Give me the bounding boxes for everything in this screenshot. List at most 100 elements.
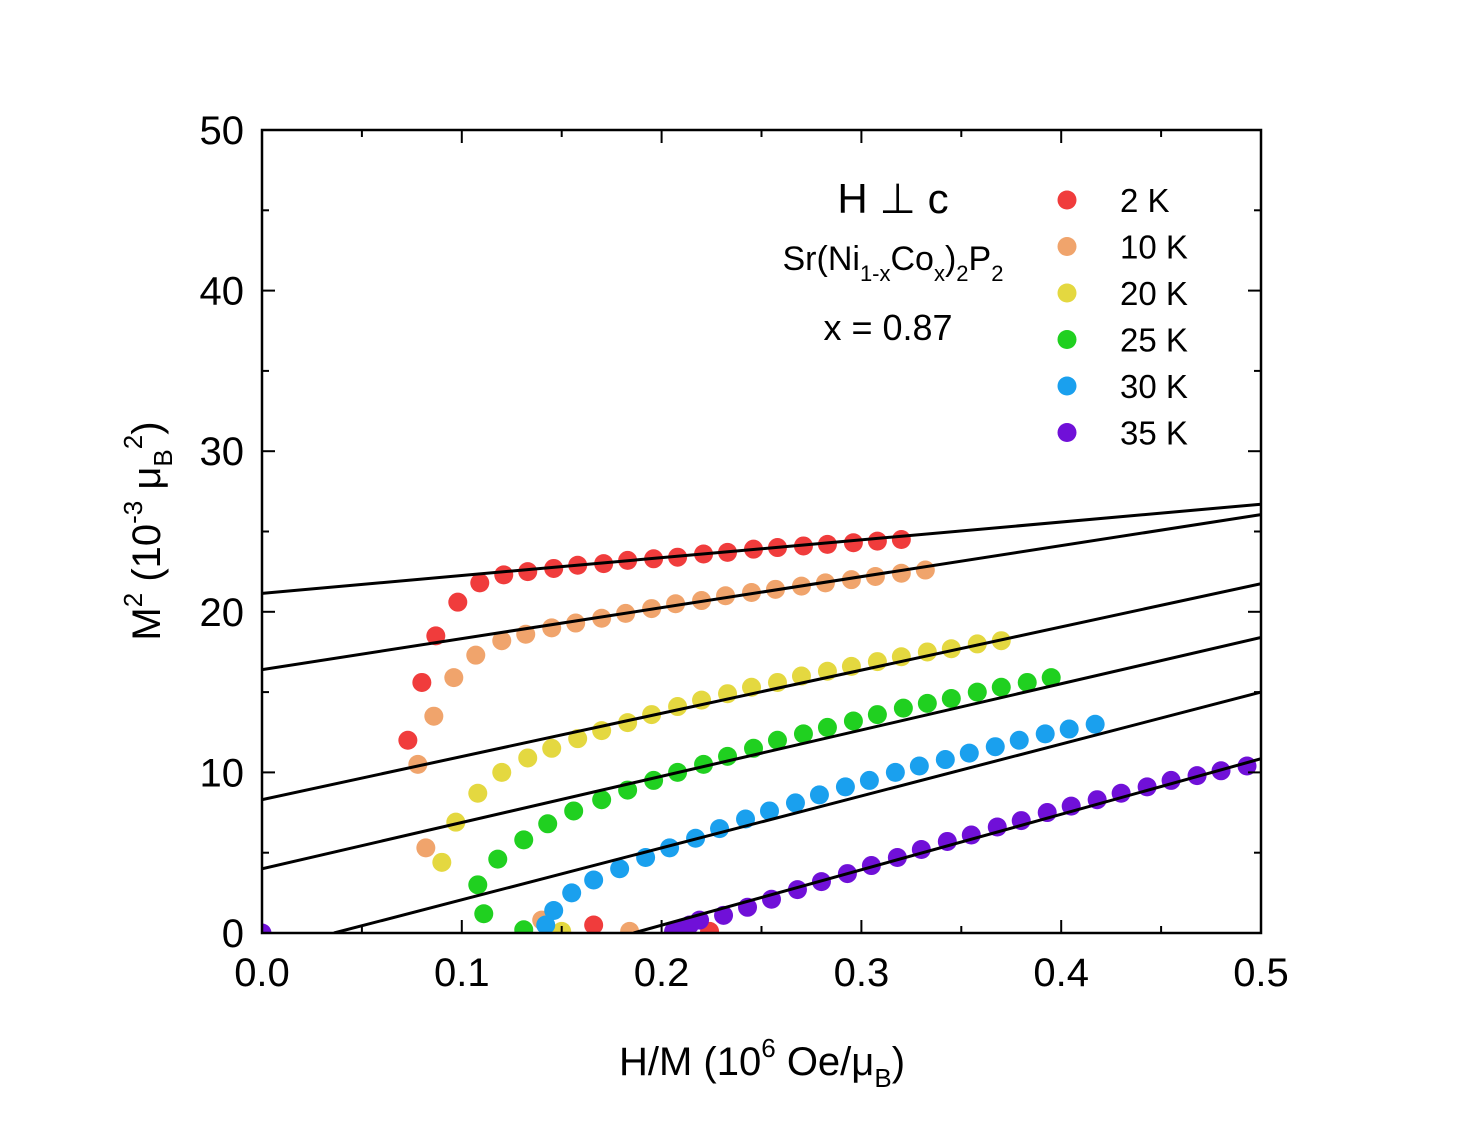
legend: 2 K 10 K 20 K 25 K 30 K 35 K <box>1057 182 1188 452</box>
fit-line-30k <box>333 690 1261 933</box>
data-point <box>470 573 490 593</box>
data-point <box>915 560 935 580</box>
data-point <box>620 921 640 933</box>
data-point <box>566 613 586 633</box>
fit-line-25k <box>262 636 1261 871</box>
data-point <box>432 852 452 872</box>
data-point <box>536 915 556 933</box>
data-point <box>444 668 464 688</box>
data-point <box>610 859 630 879</box>
data-point <box>941 689 961 709</box>
legend-label: 35 K <box>1120 415 1188 452</box>
data-point <box>398 730 418 750</box>
data-point <box>1017 672 1037 692</box>
x-tick-label: 0.4 <box>1033 951 1089 995</box>
legend-marker <box>1057 237 1077 256</box>
data-point <box>488 849 508 869</box>
data-point <box>544 901 564 921</box>
x-tick-label: 0.2 <box>634 951 690 995</box>
data-point <box>542 738 562 758</box>
composition-label: x = 0.87 <box>823 307 952 348</box>
data-point <box>991 677 1011 697</box>
data-point <box>885 762 905 782</box>
data-point <box>891 563 911 583</box>
data-point <box>668 697 688 717</box>
legend-label: 2 K <box>1120 182 1170 219</box>
data-point <box>618 713 638 733</box>
data-point <box>867 705 887 725</box>
legend-marker <box>1057 423 1077 442</box>
data-point <box>538 814 558 834</box>
data-point <box>935 750 955 770</box>
data-point <box>466 645 486 665</box>
data-point <box>817 717 837 737</box>
data-point <box>843 711 863 731</box>
data-point <box>448 592 468 612</box>
fit-line-35k <box>633 757 1261 933</box>
legend-marker <box>1057 283 1077 303</box>
data-point <box>843 533 863 553</box>
data-point <box>564 801 584 821</box>
data-point <box>262 923 272 933</box>
data-point <box>941 639 961 659</box>
series-30k <box>536 714 1105 933</box>
x-tick-label: 0.1 <box>434 951 490 995</box>
fit-line-10k <box>262 513 1261 672</box>
data-point <box>835 777 855 797</box>
field-direction-label: H ⊥ c <box>837 175 948 222</box>
data-point <box>1009 730 1029 750</box>
fit-lines <box>262 502 1261 933</box>
y-tick-label: 50 <box>200 109 245 153</box>
series-10k <box>408 560 935 933</box>
data-point <box>542 618 562 638</box>
fit-line-2k <box>262 502 1261 595</box>
data-point <box>584 915 604 933</box>
data-point <box>518 562 538 582</box>
data-point <box>1035 724 1055 744</box>
data-point <box>492 631 512 651</box>
data-point <box>909 756 929 776</box>
y-tick-label: 40 <box>200 270 245 314</box>
data-point <box>592 790 612 810</box>
data-point <box>416 838 436 858</box>
data-point <box>785 793 805 813</box>
fit-line-20k <box>262 582 1261 802</box>
legend-marker <box>1057 190 1077 210</box>
legend-label: 10 K <box>1120 229 1188 266</box>
y-axis-label: M2 (10-3 μB2) <box>118 421 178 640</box>
data-point <box>1059 719 1079 739</box>
x-tick-label: 0.5 <box>1233 951 1289 995</box>
y-tick-label: 0 <box>222 912 244 956</box>
data-point <box>494 565 514 585</box>
data-point <box>891 530 911 550</box>
axis-ticks: 0.0 0.1 0.2 0.3 0.4 0.5 0 10 20 30 40 50 <box>200 109 1289 995</box>
data-point <box>893 698 913 718</box>
data-point <box>1041 668 1061 688</box>
data-point <box>468 875 488 895</box>
compound-formula: Sr(Ni1-xCox)2P2 <box>783 240 1004 286</box>
y-tick-label: 30 <box>200 430 245 474</box>
data-point <box>666 594 686 614</box>
data-point <box>584 870 604 890</box>
data-point <box>793 724 813 744</box>
data-point <box>408 754 428 774</box>
legend-marker <box>1057 376 1077 396</box>
legend-label: 20 K <box>1120 275 1188 312</box>
data-point <box>859 770 879 790</box>
data-point <box>518 748 538 768</box>
x-tick-label: 0.3 <box>834 951 890 995</box>
data-point <box>865 566 885 586</box>
data-point <box>492 762 512 782</box>
data-point <box>917 693 937 713</box>
data-point <box>716 586 736 606</box>
legend-label: 25 K <box>1120 322 1188 359</box>
data-point <box>468 783 488 803</box>
data-point <box>562 883 582 903</box>
data-point <box>474 904 494 924</box>
data-point <box>809 785 829 805</box>
data-point <box>412 672 432 692</box>
data-point <box>514 830 534 850</box>
data-point <box>985 737 1005 757</box>
